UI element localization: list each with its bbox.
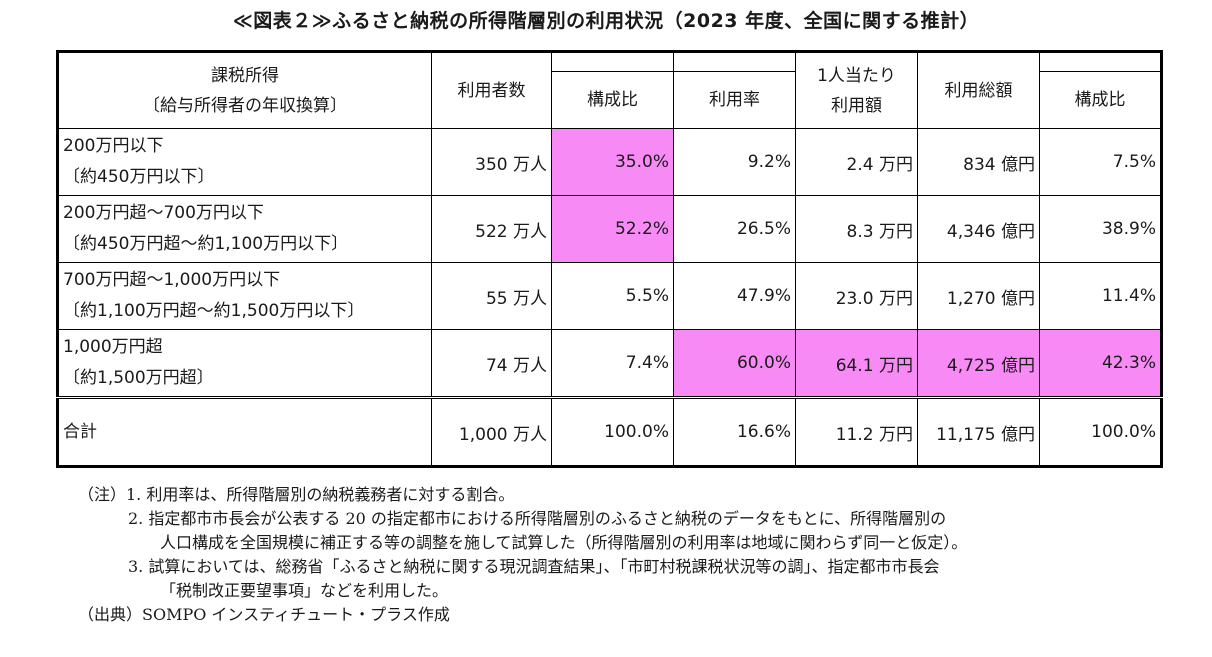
header-users: 利用者数 [431, 51, 552, 129]
note-1: （注）1. 利用率は、所得階層別の納税義務者に対する割合。 [78, 485, 515, 504]
header-composition: 構成比 [551, 71, 674, 129]
table-total-row: 合計 1,000 万人 100.0% 16.6% 11.2 万円 11,175 … [57, 396, 1162, 467]
header-per-person: 1人当たり 利用額 [795, 51, 918, 129]
row-category-line1: 200万円超～700万円以下 [63, 203, 264, 223]
cell-total-amount: 4,725 億円 [917, 329, 1040, 398]
cell-total-amount: 834 億円 [917, 128, 1040, 196]
header-per-person-line2: 利用額 [831, 95, 882, 116]
header-per-person-line1: 1人当たり [817, 65, 896, 86]
row-category-line1: 1,000万円超 [63, 337, 163, 357]
row-category-line2: 〔約450万円超～約1,100万円以下〕 [63, 234, 349, 254]
cell-users: 55 万人 [431, 262, 552, 330]
cell-per-person: 2.4 万円 [795, 128, 918, 196]
table-row: 700万円超～1,000万円以下 〔約1,100万円超～約1,500万円以下〕 … [57, 262, 1162, 330]
page-title: ≪図表２≫ふるさと納税の所得階層別の利用状況（2023 年度、全国に関する推計） [232, 10, 980, 32]
total-amount: 11,175 億円 [917, 396, 1040, 467]
header-income-line2: 〔給与所得者の年収換算〕 [143, 95, 347, 116]
cell-composition2: 42.3% [1039, 329, 1162, 398]
cell-per-person: 8.3 万円 [795, 195, 918, 263]
header-usage-rate: 利用率 [673, 71, 796, 129]
cell-per-person: 64.1 万円 [795, 329, 918, 398]
cell-composition: 52.2% [551, 195, 674, 263]
cell-usage-rate: 26.5% [673, 195, 796, 263]
cell-users: 522 万人 [431, 195, 552, 263]
row-category-line1: 700万円超～1,000万円以下 [63, 270, 281, 290]
cell-usage-rate: 9.2% [673, 128, 796, 196]
cell-users: 350 万人 [431, 128, 552, 196]
cell-usage-rate: 47.9% [673, 262, 796, 330]
cell-composition: 7.4% [551, 329, 674, 398]
total-per-person: 11.2 万円 [795, 396, 918, 467]
row-category: 200万円以下 〔約450万円以下〕 [57, 128, 432, 196]
header-income-line1: 課税所得 [211, 65, 279, 86]
cell-composition2: 11.4% [1039, 262, 1162, 330]
header-income: 課税所得 〔給与所得者の年収換算〕 [57, 51, 432, 129]
table-row: 200万円以下 〔約450万円以下〕 350 万人 35.0% 9.2% 2.4… [57, 128, 1162, 196]
header-spacer [1039, 51, 1162, 72]
table-row: 200万円超～700万円以下 〔約450万円超～約1,100万円以下〕 522 … [57, 195, 1162, 263]
row-category-line2: 〔約1,100万円超～約1,500万円以下〕 [63, 301, 365, 321]
total-composition2: 100.0% [1039, 396, 1162, 467]
row-category: 1,000万円超 〔約1,500万円超〕 [57, 329, 432, 398]
header-spacer [673, 51, 796, 72]
cell-total-amount: 4,346 億円 [917, 195, 1040, 263]
note-3-line2: 「税制改正要望事項」などを利用した。 [160, 581, 449, 600]
cell-per-person: 23.0 万円 [795, 262, 918, 330]
header-spacer [551, 51, 674, 72]
row-category: 700万円超～1,000万円以下 〔約1,100万円超～約1,500万円以下〕 [57, 262, 432, 330]
footnotes: （注）1. 利用率は、所得階層別の納税義務者に対する割合。 2. 指定都市市長会… [78, 483, 967, 627]
total-users: 1,000 万人 [431, 396, 552, 467]
cell-usage-rate: 60.0% [673, 329, 796, 398]
row-category-line2: 〔約1,500万円超〕 [63, 368, 214, 388]
header-composition2: 構成比 [1039, 71, 1162, 129]
row-category: 200万円超～700万円以下 〔約450万円超～約1,100万円以下〕 [57, 195, 432, 263]
total-usage-rate: 16.6% [673, 396, 796, 467]
table-row: 1,000万円超 〔約1,500万円超〕 74 万人 7.4% 60.0% 64… [57, 329, 1162, 398]
total-composition: 100.0% [551, 396, 674, 467]
cell-users: 74 万人 [431, 329, 552, 398]
cell-total-amount: 1,270 億円 [917, 262, 1040, 330]
total-label: 合計 [57, 396, 432, 467]
cell-composition2: 38.9% [1039, 195, 1162, 263]
cell-composition: 35.0% [551, 128, 674, 196]
header-total-amount: 利用総額 [917, 51, 1040, 129]
row-category-line2: 〔約450万円以下〕 [63, 167, 215, 187]
cell-composition: 5.5% [551, 262, 674, 330]
source-note: （出典）SOMPO インスティチュート・プラス作成 [78, 605, 450, 624]
cell-composition2: 7.5% [1039, 128, 1162, 196]
income-bracket-table: 課税所得 〔給与所得者の年収換算〕 利用者数 1人当たり 利用額 利用総額 構成… [56, 50, 1163, 468]
note-2-line1: 2. 指定都市市長会が公表する 20 の指定都市における所得階層別のふるさと納税… [128, 509, 947, 528]
row-category-line1: 200万円以下 [63, 136, 164, 156]
note-3-line1: 3. 試算においては、総務省「ふるさと納税に関する現況調査結果」、「市町村税課税… [128, 557, 940, 576]
note-2-line2: 人口構成を全国規模に補正する等の調整を施して試算した（所得階層別の利用率は地域に… [160, 533, 968, 552]
